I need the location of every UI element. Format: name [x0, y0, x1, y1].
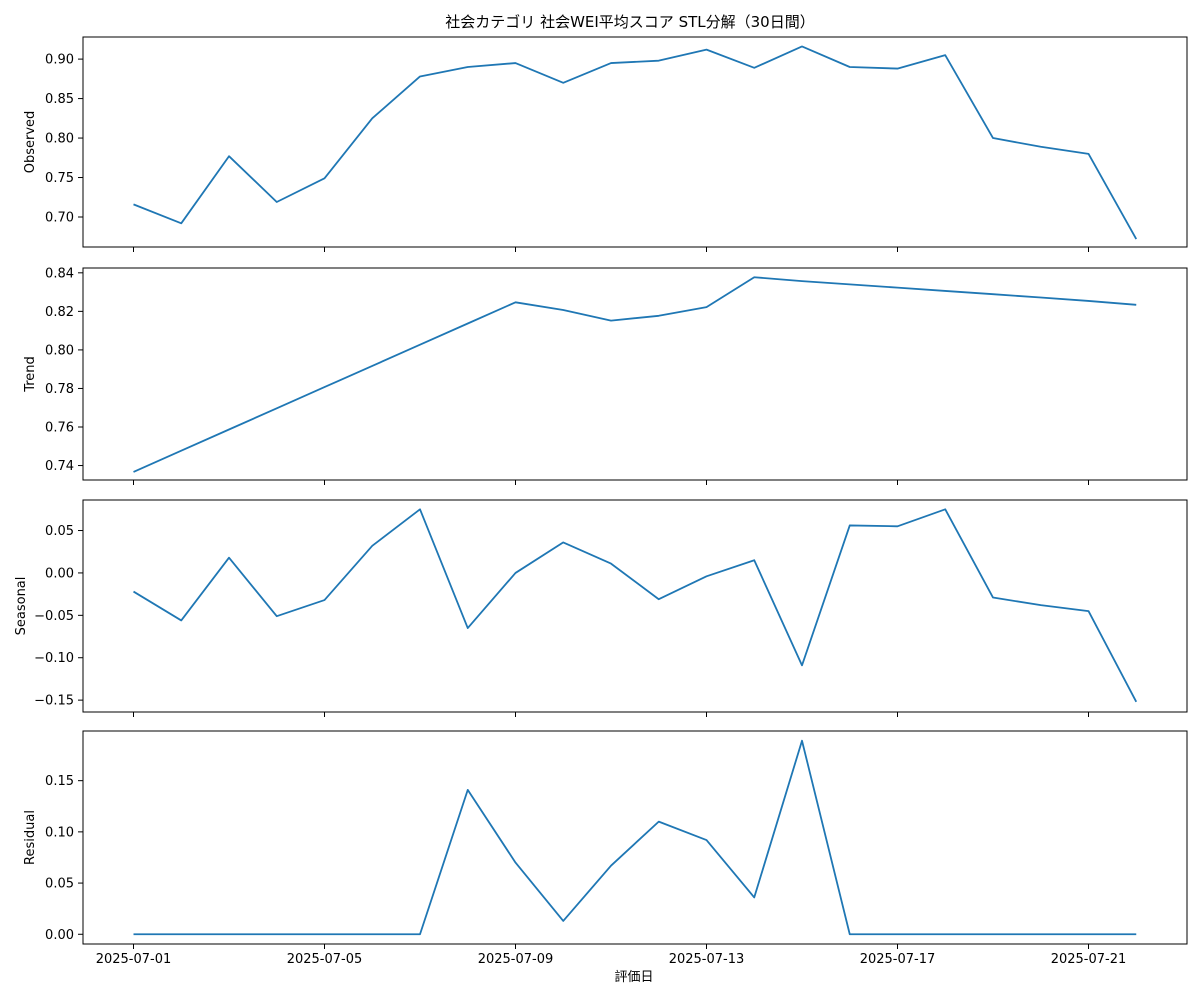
x-tick-label: 2025-07-13 — [669, 952, 745, 967]
panel-frame — [82, 730, 1188, 945]
x-tick-label: 2025-07-17 — [860, 952, 936, 967]
panel-trend: 0.74 0.76 0.78 0.80 0.82 0.84 Trend — [23, 266, 1188, 485]
y-tick-label: −0.15 — [34, 694, 74, 709]
y-tick-label: 0.00 — [45, 928, 74, 943]
x-tick-label: 2025-07-21 — [1051, 952, 1127, 967]
series-line-observed — [133, 45, 1138, 240]
y-tick-label: 0.90 — [45, 53, 74, 68]
series-line-trend — [133, 276, 1137, 473]
y-tick-label: 0.75 — [45, 171, 74, 186]
x-axis-label: 評価日 — [614, 970, 653, 985]
y-tick-label: 0.82 — [45, 305, 74, 320]
panel-frame — [82, 36, 1188, 248]
x-tick-label: 2025-07-09 — [478, 952, 554, 967]
y-tick-label: 0.85 — [45, 92, 74, 107]
y-axis-label: Residual — [23, 810, 38, 865]
y-tick-label: 0.80 — [45, 343, 74, 358]
chart-title: 社会カテゴリ 社会WEI平均スコア STL分解（30日間） — [445, 13, 814, 31]
y-axis-label: Observed — [23, 111, 38, 174]
panel-residual: 0.00 0.05 0.10 0.15 Residual 2025-07-01 2025-0… — [23, 730, 1188, 967]
y-tick-label: 0.70 — [45, 211, 74, 226]
y-tick-label: 0.78 — [45, 382, 74, 397]
y-tick-label: 0.00 — [45, 566, 74, 581]
y-tick-label: 0.80 — [45, 132, 74, 147]
y-tick-label: −0.05 — [34, 609, 74, 624]
y-tick-label: −0.10 — [34, 651, 74, 666]
panel-observed: 0.70 0.75 0.80 0.85 0.90 Observed — [23, 36, 1188, 252]
y-axis-label: Trend — [23, 356, 38, 393]
y-tick-label: 0.84 — [45, 266, 74, 281]
panel-seasonal: −0.15 −0.10 −0.05 0.00 0.05 Seasonal — [14, 499, 1188, 717]
series-line-residual — [133, 739, 1137, 936]
y-tick-label: 0.05 — [45, 877, 74, 892]
panel-frame — [82, 499, 1188, 713]
panel-frame — [82, 267, 1188, 481]
y-tick-label: 0.76 — [45, 421, 74, 436]
y-tick-label: 0.10 — [45, 825, 74, 840]
y-tick-label: 0.05 — [45, 524, 74, 539]
x-tick-label: 2025-07-05 — [287, 952, 363, 967]
x-tick-label: 2025-07-01 — [96, 952, 172, 967]
y-tick-label: 0.74 — [45, 459, 74, 474]
series-line-seasonal — [133, 508, 1138, 703]
y-axis-label: Seasonal — [14, 577, 29, 636]
y-tick-label: 0.15 — [45, 774, 74, 789]
